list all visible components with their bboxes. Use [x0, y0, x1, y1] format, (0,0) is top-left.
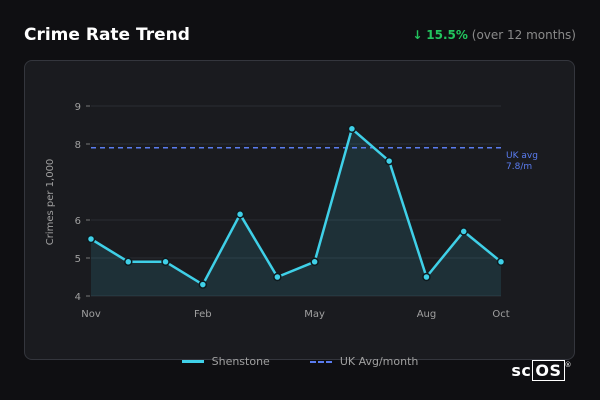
chart-card [24, 60, 575, 360]
data-point [496, 257, 506, 267]
page-title: Crime Rate Trend [24, 25, 190, 45]
legend-swatch-dashed [309, 360, 332, 363]
x-tick-label: Nov [81, 309, 101, 320]
data-point [235, 210, 245, 219]
data-point [459, 227, 468, 236]
change-percentage: 15.5% [426, 28, 468, 42]
down-arrow-icon: ↓ [412, 28, 423, 42]
series-area-fill [91, 128, 501, 296]
logo-text-prefix: sc [511, 361, 532, 380]
x-tick-label: Feb [194, 309, 212, 320]
series-points [86, 124, 506, 289]
data-point [347, 124, 357, 134]
data-point [384, 156, 394, 166]
chart-legend: Shenstone UK Avg/month [0, 355, 600, 368]
y-tick-label: 4 [75, 292, 81, 303]
legend-label-avg: UK Avg/month [339, 355, 419, 368]
y-tick-label: 9 [75, 102, 81, 113]
data-point [273, 272, 282, 282]
x-tick-label: Oct [492, 309, 509, 320]
data-point [86, 234, 96, 244]
legend-item-series[interactable]: Shenstone [181, 355, 270, 368]
data-point [198, 280, 208, 289]
series-line [90, 127, 502, 286]
legend-label-series: Shenstone [211, 355, 270, 368]
reference-line-label: UK avg [506, 151, 538, 161]
y-axis-label: Crimes per 1,000 [45, 159, 56, 246]
y-tick-label: 8 [75, 140, 81, 151]
data-point [124, 257, 133, 267]
change-indicator: ↓ 15.5% (over 12 months) [412, 28, 576, 42]
y-tick-label: 5 [75, 254, 81, 265]
grid-lines [91, 105, 501, 297]
change-note: (over 12 months) [471, 28, 576, 42]
registered-mark: ® [564, 361, 572, 369]
x-axis: Nov Feb May Aug Oct [81, 309, 509, 320]
legend-item-avg[interactable]: UK Avg/month [309, 355, 419, 368]
reference-line-value: 7.8/m [506, 162, 532, 172]
brand-logo: sc OS ® [511, 360, 572, 381]
x-tick-label: May [304, 309, 325, 320]
logo-text-boxed: OS [532, 360, 565, 381]
data-point [161, 257, 170, 267]
x-tick-label: Aug [417, 309, 437, 320]
y-axis: 4 5 6 8 9 [75, 102, 90, 303]
data-point [422, 272, 431, 282]
data-point [310, 257, 319, 267]
legend-swatch-solid [181, 360, 204, 363]
series-line-group [90, 127, 502, 286]
series-area [91, 128, 501, 296]
y-tick-label: 6 [75, 216, 81, 227]
